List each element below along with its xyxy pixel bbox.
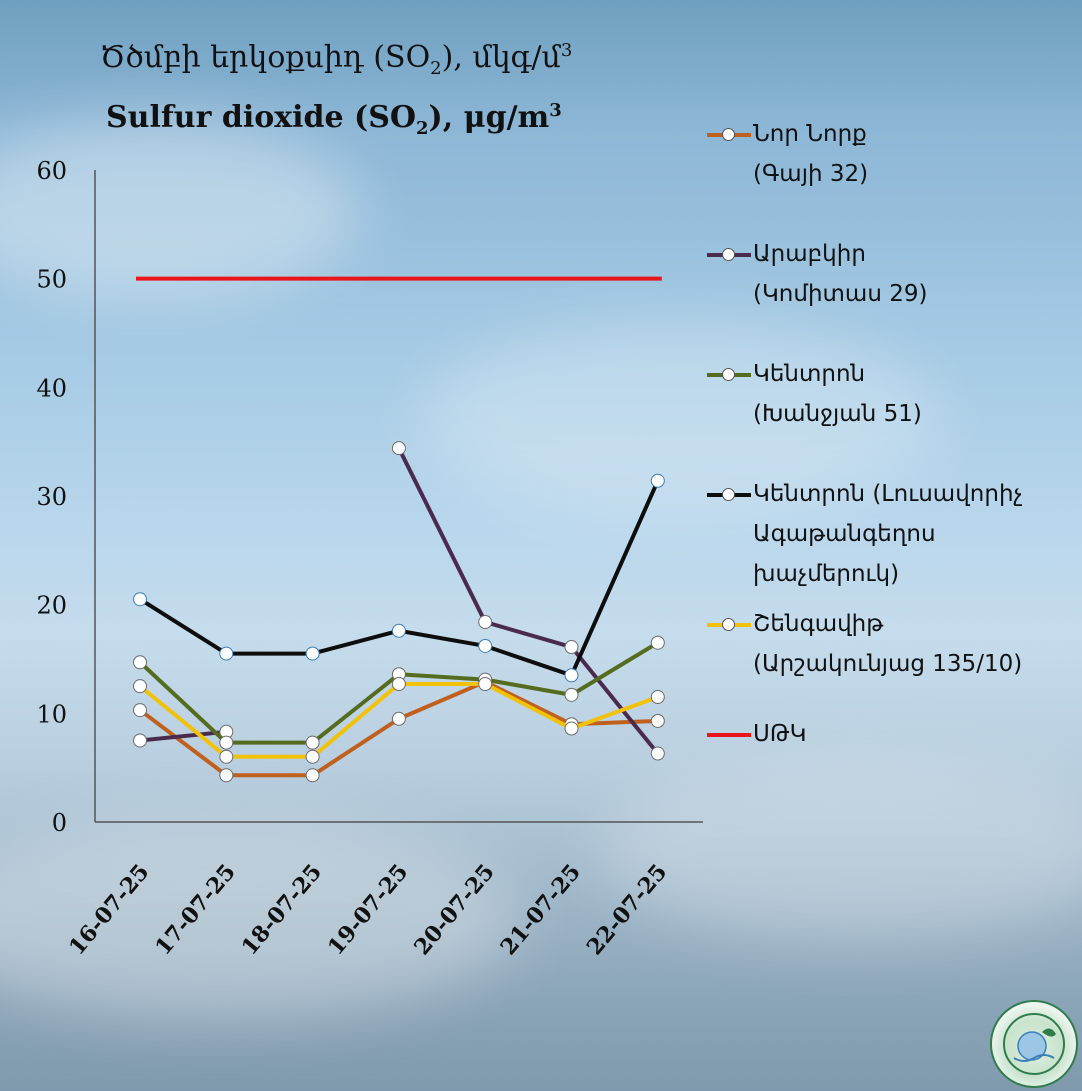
legend-line bbox=[707, 733, 751, 737]
legend-swatch bbox=[705, 480, 753, 508]
title-english: Sulfur dioxide (SO2), μg/m3 bbox=[106, 100, 562, 139]
legend-label: Նոր Նորք (Գայի 32) bbox=[753, 121, 869, 187]
data-point bbox=[305, 768, 320, 783]
data-point bbox=[478, 615, 493, 630]
legend-marker bbox=[722, 618, 735, 631]
data-point bbox=[564, 721, 579, 736]
legend-swatch bbox=[705, 610, 753, 638]
legend-label: Կենտրոն (Խանջյան 51) bbox=[753, 361, 922, 427]
data-point bbox=[133, 655, 147, 670]
data-point bbox=[650, 690, 665, 705]
data-point bbox=[650, 746, 665, 761]
y-tick-label: 0 bbox=[52, 809, 67, 837]
legend-item: ՍԹԿ bbox=[705, 720, 806, 754]
data-point bbox=[391, 623, 406, 638]
x-tick-label: 16-07-25 bbox=[64, 859, 155, 960]
data-point bbox=[305, 646, 320, 661]
y-tick-label: 30 bbox=[36, 483, 67, 511]
data-point bbox=[478, 638, 493, 653]
x-tick-label: 20-07-25 bbox=[409, 859, 500, 960]
x-tick-label: 22-07-25 bbox=[582, 859, 673, 960]
legend-item: Շենգավիթ (Արշակունյաց 135/10) bbox=[705, 610, 1022, 684]
legend-item: Կենտրոն (Լուսավորիչ Ագաթանգեղոս խաչմերու… bbox=[705, 480, 1023, 594]
data-point bbox=[133, 679, 147, 694]
y-tick-label: 20 bbox=[36, 592, 67, 620]
data-point bbox=[478, 676, 493, 691]
legend-marker bbox=[722, 368, 735, 381]
data-point bbox=[219, 735, 234, 750]
x-tick-label: 19-07-25 bbox=[323, 859, 414, 960]
legend-label: Արաբկիր (Կոմիտաս 29) bbox=[753, 241, 928, 307]
y-tick-label: 40 bbox=[36, 374, 67, 402]
data-point bbox=[650, 713, 665, 728]
series-line bbox=[138, 479, 660, 678]
x-tick-label: 17-07-25 bbox=[150, 859, 241, 960]
organization-seal-icon bbox=[1003, 1013, 1065, 1075]
legend-swatch bbox=[705, 120, 753, 148]
data-point bbox=[391, 441, 406, 456]
legend-swatch bbox=[705, 720, 753, 748]
data-point bbox=[133, 733, 147, 748]
data-point bbox=[650, 635, 665, 650]
legend-marker bbox=[722, 248, 735, 261]
legend-label: Շենգավիթ (Արշակունյաց 135/10) bbox=[753, 611, 1023, 677]
legend-item: Կենտրոն (Խանջյան 51) bbox=[705, 360, 922, 434]
organization-logo bbox=[990, 1000, 1078, 1088]
title-armenian: Ծծմբի երկօքսիդ (SO2), մկգ/մ3 bbox=[100, 40, 573, 79]
legend-marker bbox=[722, 128, 735, 141]
data-point bbox=[391, 711, 406, 726]
data-point bbox=[564, 668, 579, 683]
legend-label: ՍԹԿ bbox=[753, 721, 807, 747]
data-point bbox=[133, 592, 147, 607]
y-tick-label: 10 bbox=[36, 700, 67, 728]
data-point bbox=[650, 473, 665, 488]
y-tick-label: 50 bbox=[36, 266, 67, 294]
x-tick-label: 18-07-25 bbox=[237, 859, 328, 960]
data-point bbox=[219, 768, 234, 783]
series-line bbox=[138, 679, 658, 778]
legend-swatch bbox=[705, 360, 753, 388]
series-line bbox=[139, 729, 227, 743]
data-point bbox=[219, 749, 234, 764]
data-point bbox=[219, 646, 234, 661]
legend-swatch bbox=[705, 240, 753, 268]
data-point bbox=[564, 687, 579, 702]
legend-item: Արաբկիր (Կոմիտաս 29) bbox=[705, 240, 927, 314]
data-point bbox=[133, 703, 147, 718]
chart-title: Ծծմբի երկօքսիդ (SO2), մկգ/մ3 Sulfur diox… bbox=[100, 30, 572, 150]
data-point bbox=[305, 735, 320, 750]
data-point bbox=[391, 676, 406, 691]
legend-label: Կենտրոն (Լուսավորիչ Ագաթանգեղոս խաչմերու… bbox=[753, 481, 1023, 587]
series-line bbox=[397, 447, 660, 755]
legend-item: Նոր Նորք (Գայի 32) bbox=[705, 120, 868, 194]
data-point bbox=[564, 640, 579, 655]
data-point bbox=[305, 749, 320, 764]
x-tick-label: 21-07-25 bbox=[495, 859, 586, 960]
y-tick-label: 60 bbox=[36, 157, 67, 185]
legend-marker bbox=[722, 488, 735, 501]
